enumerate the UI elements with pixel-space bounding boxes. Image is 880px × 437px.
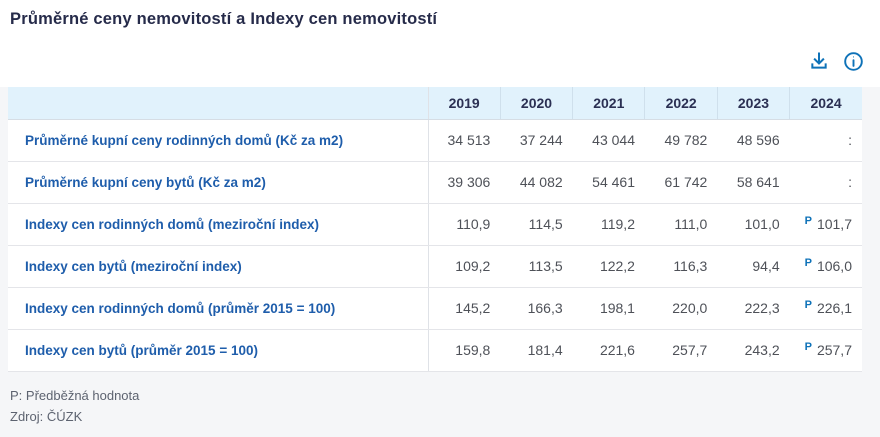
value-cell: 37 244 xyxy=(500,119,573,162)
preliminary-flag: P xyxy=(804,257,812,269)
data-table: 2019 2020 2021 2022 2023 2024 Průměrné kupní … xyxy=(8,87,862,372)
year-column-header: 2020 xyxy=(499,87,573,120)
table-row: Indexy cen rodinných domů (průměr 2015 =… xyxy=(8,287,862,330)
indicator-label[interactable]: Indexy cen bytů (meziroční index) xyxy=(25,259,242,274)
download-icon[interactable] xyxy=(808,50,830,72)
value-cell: 54 461 xyxy=(572,161,645,204)
table-row: Průměrné kupní ceny bytů (Kč za m2) 39 30… xyxy=(8,161,862,204)
table-row: Průměrné kupní ceny rodinných domů (Kč z… xyxy=(8,119,862,162)
source-name: ČÚZK xyxy=(46,408,83,424)
source-label: Zdroj: xyxy=(10,408,44,424)
indicator-column-header xyxy=(8,87,429,120)
preliminary-flag: P xyxy=(804,215,812,227)
value-cell: 145,2 xyxy=(428,287,501,330)
year-column-header: 2021 xyxy=(572,87,645,120)
footnote-preliminary: P: Předběžná hodnota xyxy=(10,387,140,403)
value-cell: 44 082 xyxy=(500,161,573,204)
preliminary-flag: P xyxy=(804,299,812,311)
value-cell: 34 513 xyxy=(428,119,501,162)
table-row: Indexy cen bytů (meziroční index) 109,2 11… xyxy=(8,245,862,288)
value-cell: 39 306 xyxy=(428,161,501,204)
value-cell: P 257,7 xyxy=(789,329,862,372)
value-cell: 257,7 xyxy=(644,329,718,372)
value-cell: 243,2 xyxy=(717,329,790,372)
value-cell: : xyxy=(789,119,862,162)
value-cell: 111,0 xyxy=(644,203,718,246)
source-line: Zdroj: ČÚZK xyxy=(10,406,880,427)
year-column-header: 2024 xyxy=(789,87,862,120)
value-cell: P 101,7 xyxy=(789,203,862,246)
year-column-header: 2019 xyxy=(427,87,501,120)
value-cell: 222,3 xyxy=(717,287,790,330)
indicator-label[interactable]: Indexy cen rodinných domů (meziroční ind… xyxy=(25,217,320,232)
table-row: Indexy cen bytů (průměr 2015 = 100) 159,8… xyxy=(8,329,862,372)
value-cell: 113,5 xyxy=(500,245,573,288)
value-cell: 119,2 xyxy=(572,203,645,246)
value-cell: P 226,1 xyxy=(789,287,862,330)
value-cell: 198,1 xyxy=(572,287,645,330)
indicator-label[interactable]: Průměrné kupní ceny rodinných domů (Kč z… xyxy=(25,133,344,148)
value-cell: 94,4 xyxy=(717,245,790,288)
value-cell: 61 742 xyxy=(644,161,718,204)
indicator-label[interactable]: Průměrné kupní ceny bytů (Kč za m2) xyxy=(25,175,266,190)
value-cell: 58 641 xyxy=(717,161,790,204)
footer: P: Předběžná hodnota Zdroj: ČÚZK xyxy=(10,385,880,427)
year-column-header: 2022 xyxy=(644,87,718,120)
value-cell: 221,6 xyxy=(572,329,645,372)
indicator-label[interactable]: Indexy cen rodinných domů (průměr 2015 =… xyxy=(25,301,336,316)
table-row: Indexy cen rodinných domů (meziroční ind… xyxy=(8,203,862,246)
table-header-row: 2019 2020 2021 2022 2023 2024 xyxy=(8,87,862,120)
value-cell: 110,9 xyxy=(428,203,501,246)
toolbar xyxy=(808,50,864,72)
value-cell: : xyxy=(789,161,862,204)
info-icon[interactable] xyxy=(842,50,864,72)
value-cell: 220,0 xyxy=(644,287,718,330)
value-cell: 48 596 xyxy=(717,119,790,162)
header-section: Průměrné ceny nemovitostí a Indexy cen n… xyxy=(0,0,880,87)
preliminary-flag: P xyxy=(804,341,812,353)
value-cell: 116,3 xyxy=(644,245,718,288)
value-cell: 101,0 xyxy=(717,203,790,246)
value-cell: 109,2 xyxy=(428,245,501,288)
value-cell: 43 044 xyxy=(572,119,645,162)
value-cell: 166,3 xyxy=(500,287,573,330)
value-cell: 122,2 xyxy=(572,245,645,288)
value-cell: 159,8 xyxy=(428,329,501,372)
value-cell: 49 782 xyxy=(644,119,718,162)
page-title: Průměrné ceny nemovitostí a Indexy cen n… xyxy=(10,10,438,28)
value-cell: P 106,0 xyxy=(789,245,862,288)
value-cell: 181,4 xyxy=(500,329,573,372)
indicator-label[interactable]: Indexy cen bytů (průměr 2015 = 100) xyxy=(25,343,258,358)
year-column-header: 2023 xyxy=(716,87,790,120)
value-cell: 114,5 xyxy=(500,203,573,246)
